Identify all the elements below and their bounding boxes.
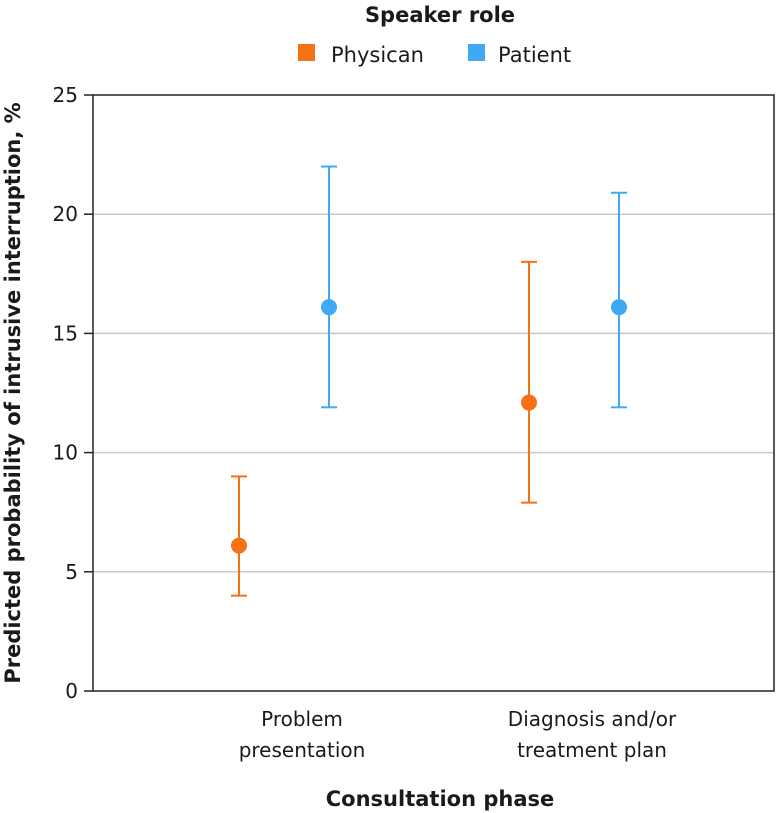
x-tick-label-problem-line2: presentation — [239, 738, 366, 762]
y-tick-label-5: 5 — [65, 560, 78, 584]
plot-frame — [92, 94, 775, 692]
x-tick-label-problem-line1: Problem — [261, 707, 343, 731]
y-tick-label-15: 15 — [53, 321, 78, 345]
legend-title: Speaker role — [365, 3, 515, 27]
data-point-physican-1 — [521, 394, 537, 411]
data-point-patient-0 — [321, 299, 337, 316]
legend-label-physician: Physican — [331, 43, 424, 67]
legend-swatch-patient — [468, 44, 485, 61]
data-point-patient-1 — [611, 299, 627, 316]
y-tick-label-10: 10 — [53, 441, 78, 465]
legend: Speaker role Physican Patient — [298, 3, 571, 67]
y-tick-label-20: 20 — [53, 202, 78, 226]
y-axis-title: Predicted probability of intrusive inter… — [1, 102, 25, 683]
legend-label-patient: Patient — [498, 43, 571, 67]
gridlines — [93, 213, 774, 573]
data-marks — [231, 165, 627, 597]
data-point-physican-0 — [231, 537, 247, 554]
x-category-labels: Problem presentation Diagnosis and/or tr… — [239, 707, 677, 762]
y-tick-labels: 0 5 10 15 20 25 — [53, 83, 93, 703]
x-tick-label-diagnosis-line1: Diagnosis and/or — [508, 707, 677, 731]
y-tick-label-0: 0 — [65, 679, 78, 703]
legend-swatch-physician — [298, 44, 315, 61]
x-axis-title: Consultation phase — [326, 787, 554, 811]
x-tick-label-diagnosis-line2: treatment plan — [517, 738, 667, 762]
y-tick-label-25: 25 — [53, 83, 78, 107]
